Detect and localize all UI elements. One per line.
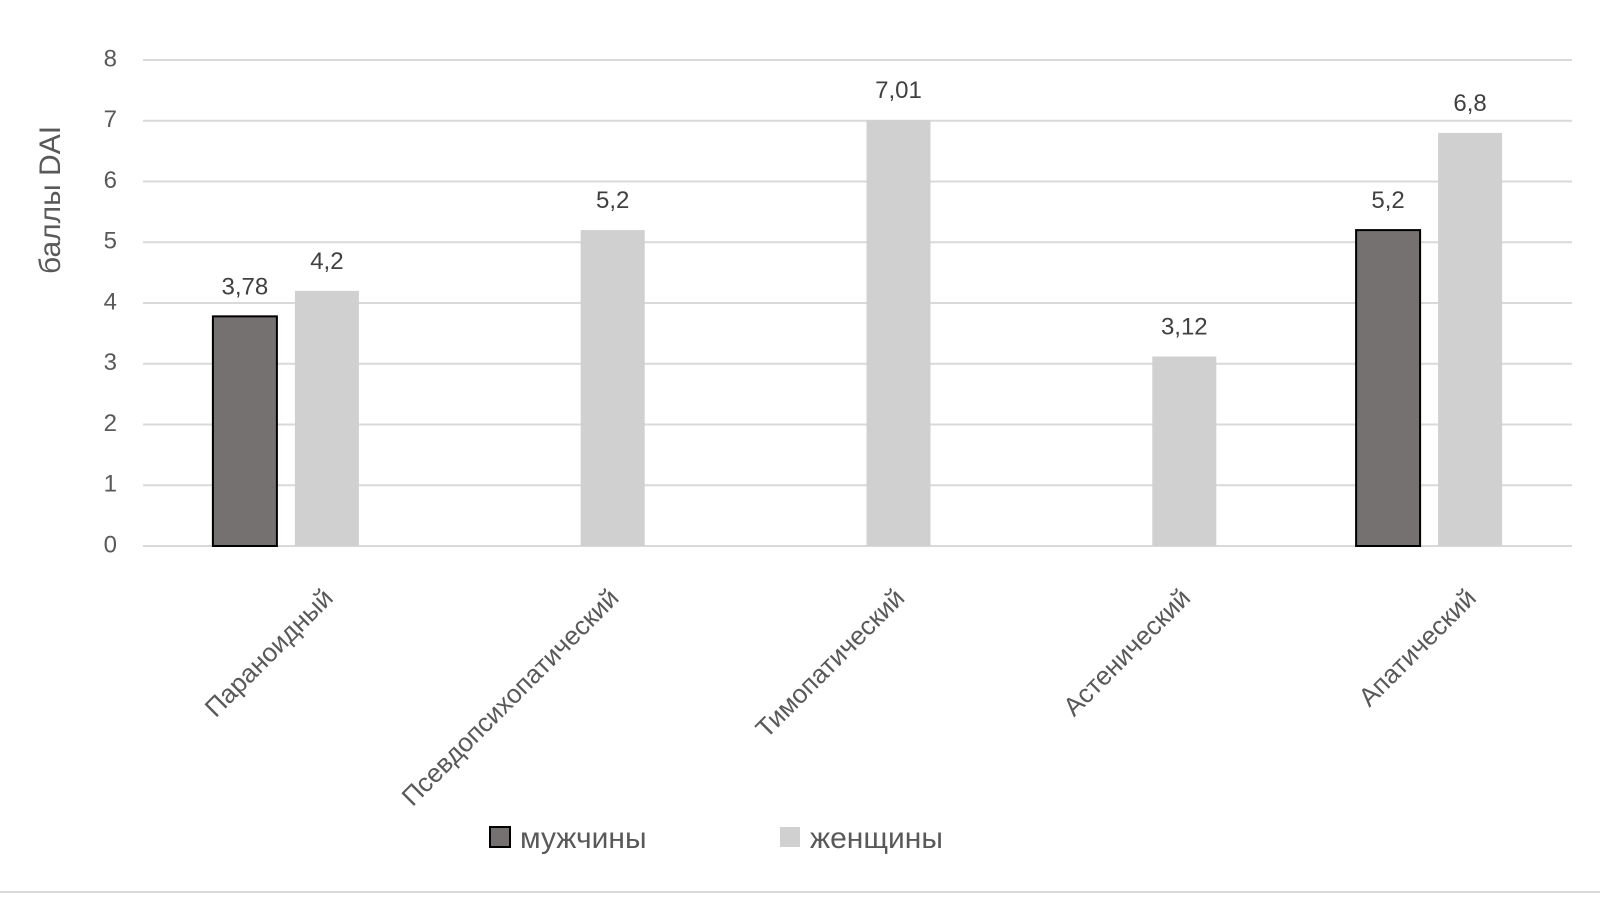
legend: мужчины женщины	[489, 822, 943, 855]
legend-swatch	[489, 826, 511, 848]
x-category-label: Астенический	[1057, 583, 1196, 722]
x-axis-categories: Параноидный Псевдопсихопатический Тимопати…	[199, 583, 1482, 812]
bar	[211, 315, 278, 547]
data-label: 3,78	[222, 273, 269, 300]
bar	[1438, 132, 1503, 546]
y-axis-ticks: 0 1 2 3 4 5 6 7 8	[104, 45, 117, 558]
bars	[211, 120, 1503, 547]
x-category-label: Параноидный	[199, 583, 339, 723]
bar	[1355, 229, 1422, 547]
data-labels: 3,78 4,2 5,2 7,01 3,12 5,2 6,8	[222, 77, 1487, 340]
y-tick-label: 5	[104, 228, 117, 255]
x-category-label: Тимопатический	[749, 583, 910, 744]
y-tick-label: 6	[104, 167, 117, 194]
y-axis-title: баллы DAI	[34, 126, 67, 274]
data-label: 6,8	[1453, 90, 1486, 117]
x-category-label: Псевдопсихопатический	[395, 583, 624, 812]
y-tick-label: 2	[104, 410, 117, 437]
y-tick-label: 1	[104, 471, 117, 498]
bar	[1152, 356, 1217, 546]
bar	[866, 120, 931, 546]
x-category-label: Апатический	[1352, 583, 1482, 713]
y-tick-label: 0	[104, 531, 117, 558]
y-tick-label: 7	[104, 106, 117, 133]
bar	[294, 290, 359, 546]
data-label: 7,01	[875, 77, 922, 104]
data-label: 4,2	[310, 248, 343, 275]
data-label: 5,2	[1371, 187, 1404, 214]
legend-swatch	[780, 827, 800, 847]
y-tick-label: 4	[104, 288, 117, 315]
legend-label: мужчины	[520, 822, 647, 855]
legend-label: женщины	[810, 822, 943, 855]
data-label: 3,12	[1161, 313, 1208, 340]
gridlines	[143, 59, 1572, 547]
y-tick-label: 8	[104, 45, 117, 72]
y-tick-label: 3	[104, 349, 117, 376]
bar	[580, 230, 645, 546]
data-label: 5,2	[596, 187, 629, 214]
